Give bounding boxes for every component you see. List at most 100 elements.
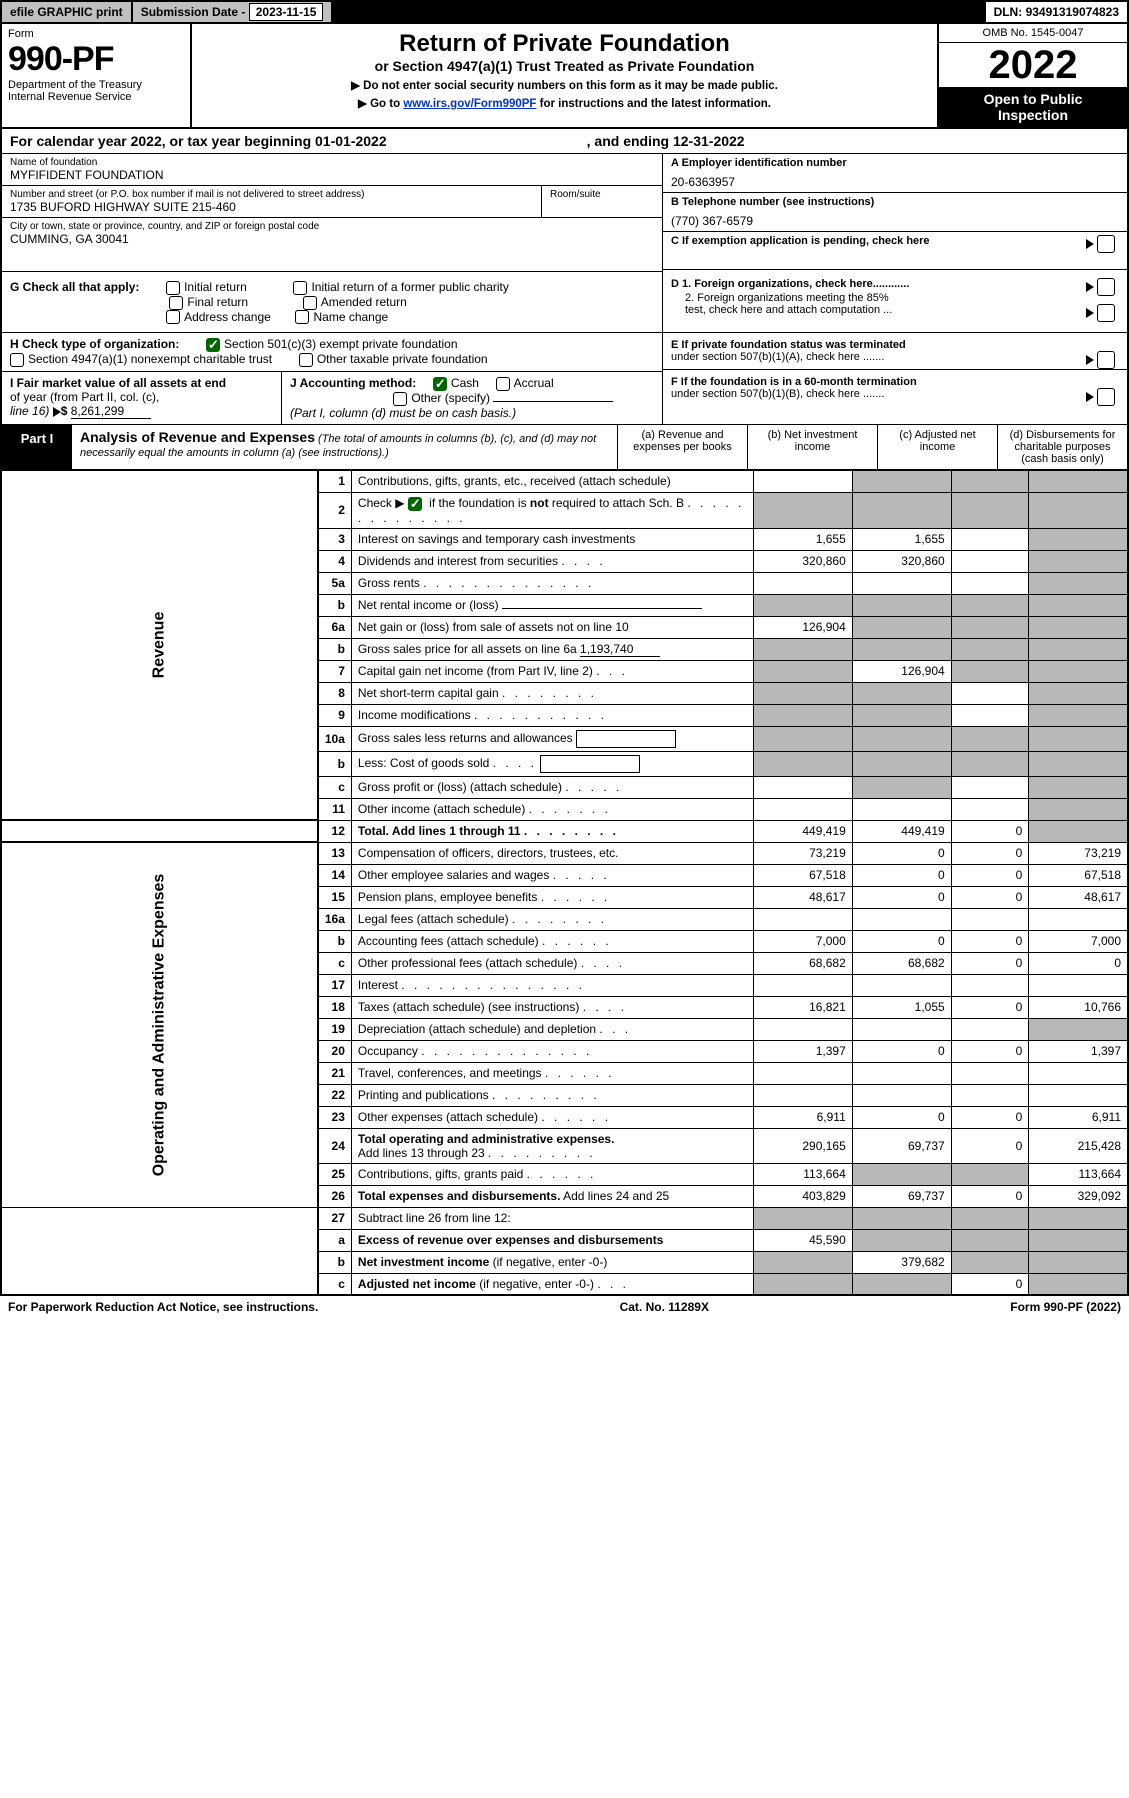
form-number: 990-PF: [8, 40, 184, 79]
e-checkbox[interactable]: [1097, 351, 1115, 369]
table-row: Operating and Administrative Expenses 13…: [1, 842, 1128, 864]
h-other-checkbox[interactable]: [299, 353, 313, 367]
addr-cell: Number and street (or P.O. box number if…: [2, 186, 542, 218]
c-label: C If exemption application is pending, c…: [671, 235, 930, 247]
c-checkbox[interactable]: [1097, 235, 1115, 253]
expenses-side-label: Operating and Administrative Expenses: [1, 842, 318, 1207]
section-hij: H Check type of organization: Section 50…: [0, 333, 1129, 424]
address-change-checkbox[interactable]: [166, 310, 180, 324]
dept-irs: Internal Revenue Service: [8, 91, 184, 103]
d1-checkbox[interactable]: [1097, 278, 1115, 296]
rental-income-value: [502, 608, 702, 609]
j-cash-checkbox[interactable]: [433, 377, 447, 391]
table-row: Revenue 1 Contributions, gifts, grants, …: [1, 470, 1128, 492]
h-4947-label: Section 4947(a)(1) nonexempt charitable …: [28, 352, 272, 366]
form-link[interactable]: www.irs.gov/Form990PF: [403, 98, 536, 110]
ein-label: A Employer identification number: [671, 157, 1119, 169]
gross-sales-box: [576, 730, 676, 748]
h-row: H Check type of organization: Section 50…: [2, 333, 662, 372]
f-row: F If the foundation is in a 60-month ter…: [663, 370, 1127, 406]
phone-value: (770) 367-6579: [671, 214, 1119, 228]
e-row: E If private foundation status was termi…: [663, 333, 1127, 370]
h-501c3-label: Section 501(c)(3) exempt private foundat…: [224, 337, 457, 351]
efile-label[interactable]: efile GRAPHIC print: [2, 2, 133, 22]
h-501c3-checkbox[interactable]: [206, 338, 220, 352]
street-address: 1735 BUFORD HIGHWAY SUITE 215-460: [10, 200, 533, 214]
fmv-value: 8,261,299: [71, 404, 151, 419]
arrow-icon: [1086, 355, 1094, 365]
cal-year-begin: For calendar year 2022, or tax year begi…: [10, 133, 387, 149]
section-g: G Check all that apply: Initial return I…: [0, 272, 1129, 333]
omb-number: OMB No. 1545-0047: [939, 24, 1127, 43]
initial-former-checkbox[interactable]: [293, 281, 307, 295]
phone-label: B Telephone number (see instructions): [671, 196, 1119, 208]
j-cell: J Accounting method: Cash Accrual Other …: [282, 372, 662, 424]
j-other-value: [493, 401, 613, 402]
col-c-head: (c) Adjusted net income: [877, 425, 997, 469]
tax-year: 2022: [939, 43, 1127, 87]
d1-row: D 1. Foreign organizations, check here..…: [671, 278, 1119, 290]
cal-year-end: , and ending 12-31-2022: [587, 133, 745, 149]
table-row: 12 Total. Add lines 1 through 11 . . . .…: [1, 820, 1128, 842]
arrow-icon: [53, 407, 61, 417]
col-a-head: (a) Revenue and expenses per books: [617, 425, 747, 469]
instr-1: ▶ Do not enter social security numbers o…: [202, 78, 927, 92]
dln: DLN: 93491319074823: [986, 2, 1127, 22]
j-other-checkbox[interactable]: [393, 392, 407, 406]
part1-table: Revenue 1 Contributions, gifts, grants, …: [0, 470, 1129, 1296]
ein-value: 20-6363957: [671, 175, 1119, 189]
arrow-icon: [1086, 308, 1094, 318]
gross-sales-value: 1,193,740: [580, 642, 660, 657]
final-return-checkbox[interactable]: [169, 296, 183, 310]
f-checkbox[interactable]: [1097, 388, 1115, 406]
addr-label: Number and street (or P.O. box number if…: [10, 189, 533, 200]
revenue-side-label: Revenue: [1, 470, 318, 820]
col-d-head: (d) Disbursements for charitable purpose…: [997, 425, 1127, 469]
cogs-box: [540, 755, 640, 773]
open-inspection: Open to PublicInspection: [939, 87, 1127, 127]
table-row: 27 Subtract line 26 from line 12:: [1, 1207, 1128, 1229]
city-cell: City or town, state or province, country…: [2, 218, 662, 272]
h-label: H Check type of organization:: [10, 337, 179, 351]
i-cell: I Fair market value of all assets at end…: [2, 372, 282, 424]
initial-return-checkbox[interactable]: [166, 281, 180, 295]
top-bar: efile GRAPHIC print Submission Date - 20…: [0, 0, 1129, 24]
j-label: J Accounting method:: [290, 376, 416, 390]
h-4947-checkbox[interactable]: [10, 353, 24, 367]
header-right: OMB No. 1545-0047 2022 Open to PublicIns…: [937, 24, 1127, 127]
h-other-label: Other taxable private foundation: [317, 352, 488, 366]
ein-cell: A Employer identification number 20-6363…: [663, 154, 1127, 193]
g-initial-former: Initial return of a former public charit…: [293, 280, 508, 294]
name-label: Name of foundation: [10, 157, 654, 168]
submission-date: 2023-11-15: [249, 3, 324, 21]
name-change-checkbox[interactable]: [295, 310, 309, 324]
form-subtitle: or Section 4947(a)(1) Trust Treated as P…: [202, 58, 927, 74]
schb-checkbox[interactable]: [408, 497, 422, 511]
room-label: Room/suite: [550, 189, 654, 200]
phone-cell: B Telephone number (see instructions) (7…: [663, 193, 1127, 232]
room-cell: Room/suite: [542, 186, 662, 218]
g-final: Final return: [169, 295, 248, 309]
info-block: Name of foundation MYFIFIDENT FOUNDATION…: [0, 154, 1129, 272]
form-header: Form 990-PF Department of the Treasury I…: [0, 24, 1129, 129]
arrow-icon: [1086, 392, 1094, 402]
form-title: Return of Private Foundation: [202, 30, 927, 58]
form-label: Form: [8, 28, 184, 40]
arrow-icon: [1086, 282, 1094, 292]
header-left: Form 990-PF Department of the Treasury I…: [2, 24, 192, 127]
submission-label: Submission Date - 2023-11-15: [133, 2, 334, 22]
g-addr-change: Address change: [166, 310, 271, 324]
top-spacer: [333, 2, 985, 22]
part1-desc: Analysis of Revenue and Expenses (The to…: [72, 425, 617, 469]
calendar-year-row: For calendar year 2022, or tax year begi…: [0, 129, 1129, 154]
footer-left: For Paperwork Reduction Act Notice, see …: [8, 1300, 318, 1314]
arrow-icon: [1086, 239, 1094, 249]
amended-return-checkbox[interactable]: [303, 296, 317, 310]
city-state-zip: CUMMING, GA 30041: [10, 232, 654, 246]
page-footer: For Paperwork Reduction Act Notice, see …: [0, 1296, 1129, 1318]
dept-treasury: Department of the Treasury: [8, 79, 184, 91]
g-amended: Amended return: [303, 295, 407, 309]
d2-checkbox[interactable]: [1097, 304, 1115, 322]
g-label: G Check all that apply:: [10, 280, 139, 294]
j-accrual-checkbox[interactable]: [496, 377, 510, 391]
